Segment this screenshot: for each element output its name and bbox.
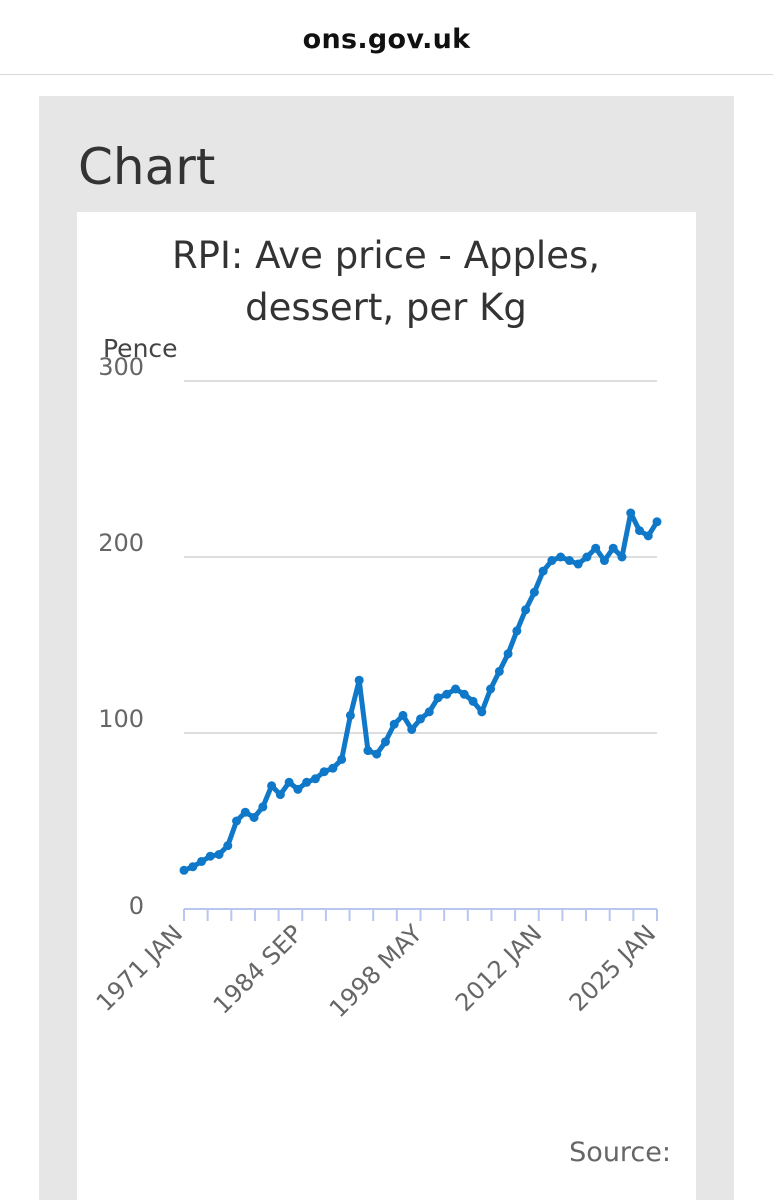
data-point [433, 693, 443, 703]
data-point [573, 559, 583, 569]
data-point [310, 774, 320, 784]
data-point [328, 763, 338, 773]
data-point [556, 552, 566, 562]
y-tick-label: 200 [98, 529, 144, 557]
chart-panel: Chart RPI: Ave price - Apples, dessert, p… [39, 96, 734, 1200]
source-label: Source: [569, 1137, 671, 1168]
data-point [249, 812, 259, 822]
data-point [416, 714, 425, 724]
data-point [354, 675, 364, 685]
y-axis-label: Pence [103, 334, 178, 363]
data-point [232, 816, 242, 826]
data-point [582, 552, 592, 562]
data-point [284, 777, 294, 787]
data-point [363, 746, 373, 756]
data-point [477, 707, 487, 717]
data-point [293, 784, 303, 794]
data-point [424, 707, 434, 717]
x-tick-label: 2025 JAN [564, 919, 661, 1016]
x-tick-label: 2012 JAN [450, 919, 547, 1016]
line-chart: RPI: Ave price - Apples, dessert, per Kg P… [91, 234, 662, 1023]
chart-title-line: dessert, per Kg [245, 286, 527, 329]
data-point [398, 710, 408, 720]
browser-address-bar[interactable]: ons.gov.uk [0, 0, 773, 75]
y-tick-label: 0 [129, 892, 144, 920]
data-point [223, 841, 233, 851]
data-point [188, 862, 198, 872]
chart-title-line: RPI: Ave price - Apples, [172, 234, 600, 277]
y-tick-label: 300 [98, 353, 144, 381]
data-point [599, 556, 609, 566]
x-tick-label: 1984 SEP [208, 919, 308, 1019]
data-point [486, 684, 496, 694]
data-point [468, 696, 478, 706]
data-point [337, 754, 347, 764]
data-point [547, 556, 557, 566]
data-point [275, 790, 285, 800]
data-point [302, 777, 312, 787]
data-point [494, 666, 504, 676]
data-point [214, 849, 224, 859]
data-point [521, 605, 531, 615]
data-point [617, 552, 627, 562]
data-point [205, 851, 215, 861]
data-point [529, 587, 539, 597]
url-text: ons.gov.uk [302, 24, 471, 55]
data-point [643, 531, 653, 541]
data-point [512, 626, 522, 636]
data-point [538, 566, 548, 576]
data-point [380, 737, 390, 747]
data-point [240, 807, 250, 817]
data-point [626, 508, 636, 518]
chart-card: RPI: Ave price - Apples, dessert, per Kg P… [77, 212, 696, 1200]
data-point [179, 865, 189, 875]
section-title: Chart [78, 138, 216, 196]
data-point [503, 649, 513, 659]
data-point [345, 710, 355, 720]
data-point [267, 781, 277, 791]
data-point [564, 556, 574, 566]
y-tick-label: 100 [98, 705, 144, 733]
x-tick-label: 1971 JAN [91, 919, 188, 1016]
data-point [258, 802, 268, 812]
data-point [407, 724, 417, 734]
data-point [634, 526, 644, 536]
data-point [319, 767, 329, 777]
data-point [608, 543, 618, 553]
data-point [372, 749, 382, 759]
data-point [652, 517, 662, 527]
data-point [459, 689, 469, 699]
data-point [591, 543, 601, 553]
x-tick-label: 1998 MAY [324, 919, 428, 1023]
data-point [451, 684, 461, 694]
data-point [442, 689, 452, 699]
data-point [389, 719, 399, 729]
data-point [197, 856, 207, 866]
